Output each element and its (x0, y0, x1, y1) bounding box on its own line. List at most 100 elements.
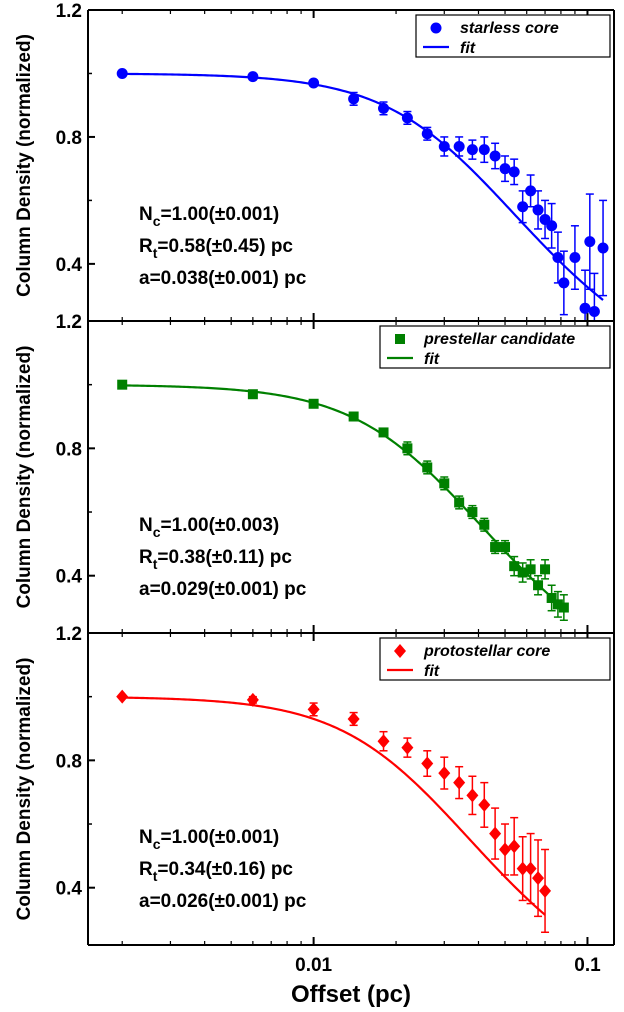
data-point (509, 561, 520, 572)
data-point (597, 242, 609, 254)
legend-marker (394, 644, 406, 658)
data-point (439, 478, 450, 489)
data-point (558, 602, 569, 613)
y-axis-title: Column Density (normalized) (14, 346, 35, 609)
panel-3: 1.2 0.8 0.4 Column Density (normalized) prot… (14, 624, 615, 946)
annotation-nc-subscript: c (153, 213, 161, 229)
data-point (500, 542, 511, 553)
panel-2: 1.2 0.8 0.4 Column Density (normalized) pres… (14, 312, 615, 634)
annotation-nc: Nc=1.00(±0.001) (139, 827, 279, 852)
data-point (348, 93, 360, 105)
y-tick-label: 1.2 (56, 312, 82, 333)
data-point (489, 150, 501, 162)
annotation-a: a=0.038(±0.001) pc (139, 268, 307, 289)
data-point (422, 462, 433, 473)
y-axis-title: Column Density (normalized) (14, 34, 35, 297)
data-point (478, 144, 490, 156)
annotation-rt-symbol: R (139, 547, 153, 568)
y-tick-label: 0.4 (56, 879, 83, 900)
data-point (558, 277, 570, 289)
fit-curve (122, 72, 604, 301)
data-point (569, 252, 581, 264)
annotation-nc-subscript: c (153, 524, 161, 540)
data-point (401, 740, 414, 755)
annotation-nc-symbol: N (139, 204, 153, 225)
data-point (508, 166, 520, 178)
legend: starless core fit (415, 14, 611, 58)
plot-area (116, 689, 552, 934)
annotation-nc-symbol: N (139, 827, 153, 848)
data-point (116, 67, 128, 79)
y-tick-label: 1.2 (56, 624, 82, 645)
annotation-rt: Rt=0.34(±0.16) pc (139, 859, 293, 884)
y-tick-label: 0.8 (56, 128, 82, 149)
plot-area (116, 67, 609, 321)
legend-box (379, 325, 611, 369)
data-point (478, 797, 491, 812)
data-point (246, 692, 259, 707)
y-tick-label: 0.8 (56, 439, 82, 460)
data-point (579, 302, 591, 314)
data-point (546, 592, 557, 603)
legend-label-data: starless core (460, 20, 559, 37)
y-tick-label: 0.4 (56, 255, 83, 276)
x-tick-label: 0.1 (574, 955, 601, 976)
data-point (533, 580, 544, 591)
plot-area (117, 379, 569, 622)
annotation-rt-value: =0.38(±0.11) pc (157, 547, 292, 568)
data-point (588, 305, 600, 317)
annotation-nc-subscript: c (153, 836, 161, 852)
legend-marker (395, 334, 405, 344)
data-point (117, 379, 128, 390)
data-point (524, 861, 537, 876)
annotation-rt-value: =0.58(±0.45) pc (157, 236, 293, 257)
data-point (307, 702, 320, 717)
annotation-rt-symbol: R (139, 236, 153, 257)
data-point (539, 883, 552, 898)
data-point (421, 128, 433, 140)
data-point (453, 775, 466, 790)
data-point (532, 204, 544, 216)
y-tick-label: 0.4 (56, 567, 83, 588)
data-point (546, 220, 558, 232)
data-point (247, 71, 259, 83)
data-point (490, 542, 501, 553)
annotation-rt-subscript: t (153, 868, 158, 884)
data-point (552, 252, 564, 264)
data-point (489, 826, 502, 841)
annotation-nc: Nc=1.00(±0.003) (139, 515, 279, 540)
fit-curve (122, 696, 546, 916)
legend-label-fit: fit (460, 40, 476, 57)
annotation-nc-value: =1.00(±0.001) (161, 827, 280, 848)
x-axis-title: Offset (pc) (291, 981, 411, 1008)
data-point (508, 839, 521, 854)
data-point (453, 140, 465, 152)
data-point (466, 144, 478, 156)
data-point (479, 519, 490, 530)
data-point (438, 766, 451, 781)
data-point (116, 689, 129, 704)
data-point (532, 871, 545, 886)
data-point (247, 389, 258, 400)
legend-box (415, 14, 611, 58)
annotation-a: a=0.026(±0.001) pc (139, 891, 307, 912)
y-axis-title: Column Density (normalized) (14, 658, 35, 921)
annotation-rt-subscript: t (153, 556, 158, 572)
fit-curve (122, 384, 550, 596)
data-point (466, 788, 479, 803)
legend-box (379, 637, 611, 681)
legend-label-fit: fit (424, 663, 440, 680)
annotation-nc-symbol: N (139, 515, 153, 536)
data-point (378, 102, 390, 114)
legend-marker (430, 22, 442, 34)
data-point (401, 112, 413, 124)
annotation-rt-symbol: R (139, 859, 153, 880)
annotation-rt-value: =0.34(±0.16) pc (157, 859, 293, 880)
legend-label-data: protostellar core (423, 643, 550, 660)
data-point (308, 77, 320, 89)
annotation-rt: Rt=0.38(±0.11) pc (139, 547, 292, 572)
annotation-nc: Nc=1.00(±0.001) (139, 204, 279, 229)
data-point (584, 236, 596, 248)
annotation-nc-value: =1.00(±0.001) (161, 204, 280, 225)
